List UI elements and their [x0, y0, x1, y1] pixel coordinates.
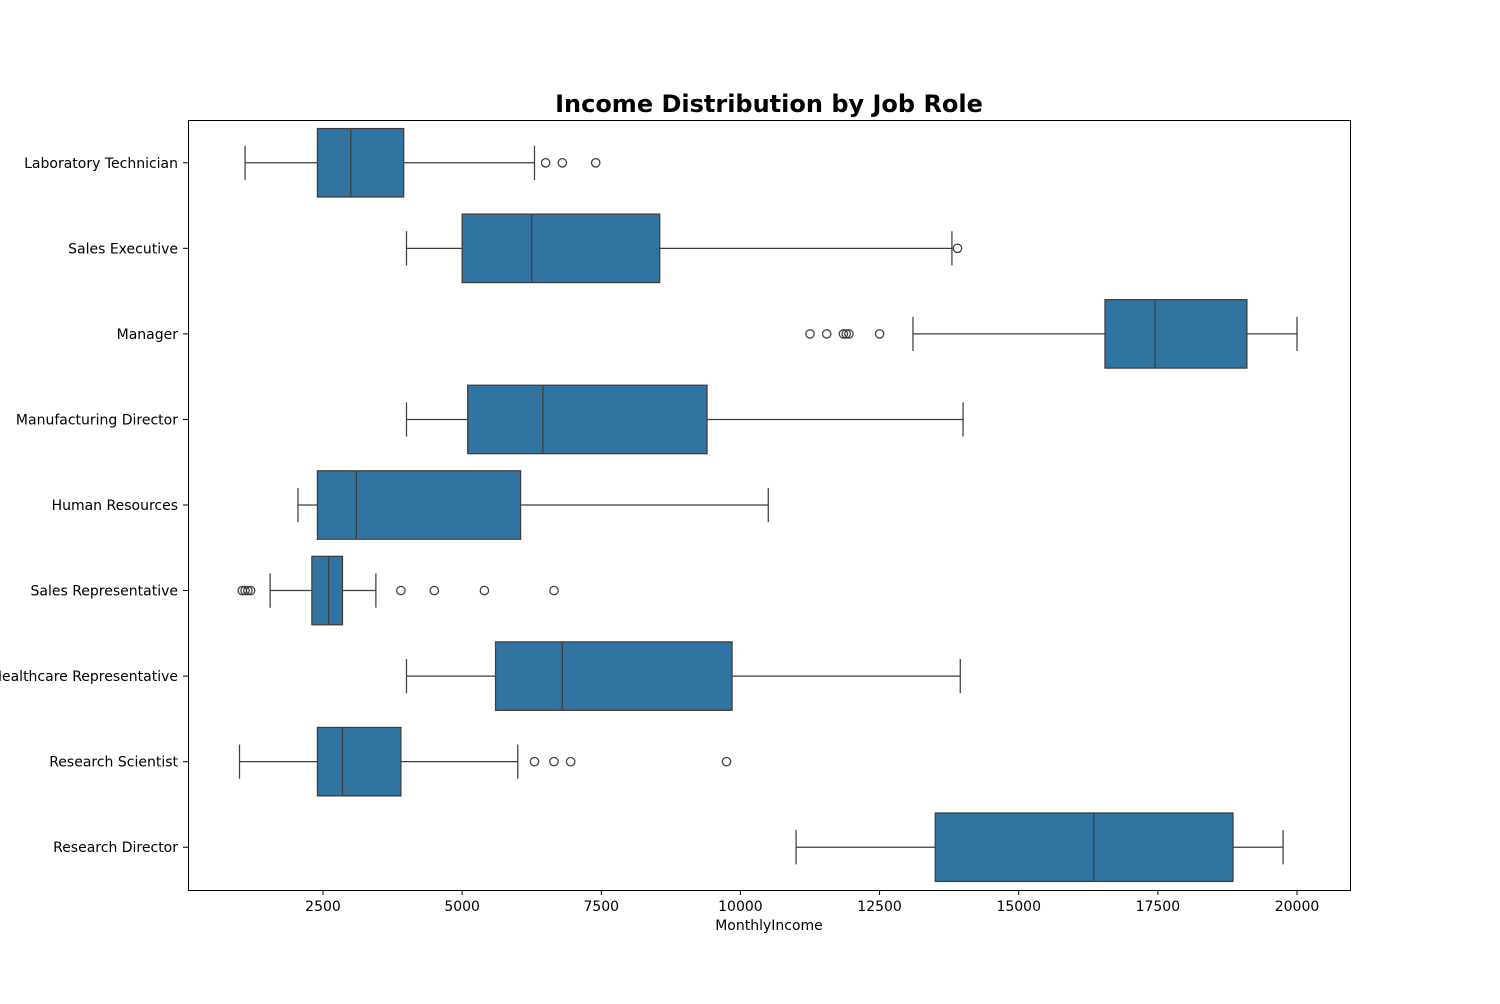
y-tick-label: Healthcare Representative [0, 669, 178, 685]
iqr-box [1104, 299, 1248, 369]
outlier-point [805, 329, 815, 339]
y-tick-label: Sales Executive [68, 241, 178, 257]
y-tick-label: Laboratory Technician [24, 156, 178, 172]
x-tick-label: 5000 [444, 899, 480, 915]
x-tick-label: 2500 [305, 899, 341, 915]
outlier-point [549, 585, 559, 596]
x-tick-label: 17500 [1136, 899, 1181, 915]
x-tick-label: 7500 [583, 899, 619, 915]
chart-title: Income Distribution by Job Role [555, 90, 983, 118]
iqr-box [467, 384, 708, 455]
x-tick-label: 20000 [1275, 899, 1320, 915]
box-group: Sales Executive [68, 213, 963, 284]
plot-area: Laboratory Technician Sales Executive Mana… [0, 127, 1319, 915]
box-group: Manager [117, 299, 1298, 369]
outlier-point [557, 157, 568, 168]
box-group: Manufacturing Director [16, 384, 964, 455]
y-tick-label: Sales Representative [31, 584, 179, 600]
box-group: Research Director [53, 812, 1284, 883]
y-tick-label: Manufacturing Director [16, 412, 178, 428]
box-group: Human Resources [52, 470, 769, 540]
box-group: Research Scientist [49, 726, 732, 797]
y-tick-label: Human Resources [52, 498, 178, 514]
outlier-point [874, 329, 885, 339]
x-tick-label: 12500 [857, 899, 902, 915]
outlier-point [479, 585, 490, 596]
x-axis-label: MonthlyIncome [715, 918, 823, 934]
plot-frame [188, 120, 1351, 891]
y-tick-label: Manager [117, 327, 179, 343]
iqr-box [461, 213, 661, 284]
outlier-point [838, 329, 849, 339]
outlier-point [721, 756, 732, 767]
outlier-point [565, 756, 576, 767]
box-group: Laboratory Technician [24, 127, 601, 198]
outlier-point [549, 756, 559, 767]
x-axis: 2500 5000 7500 10000 12500 15000 17500 20000 [305, 890, 1319, 915]
y-tick-label: Research Director [53, 840, 178, 856]
outlier-point [590, 157, 601, 168]
outlier-point [844, 329, 854, 339]
outlier-point [952, 243, 963, 254]
iqr-box [316, 470, 522, 540]
iqr-box [316, 127, 405, 198]
outlier-point [841, 329, 852, 339]
outlier-point [540, 157, 551, 168]
box-group: Healthcare Representative [0, 641, 961, 711]
x-tick-label: 10000 [718, 899, 763, 915]
outlier-point [396, 585, 406, 596]
outlier-point [245, 585, 256, 596]
iqr-box [316, 726, 402, 797]
iqr-box [494, 641, 733, 711]
x-tick-label: 15000 [996, 899, 1041, 915]
outlier-point [240, 585, 250, 596]
y-tick-label: Research Scientist [49, 755, 178, 771]
outlier-point [243, 585, 253, 596]
outlier-point [821, 329, 832, 339]
outlier-point [429, 585, 440, 596]
box-group: Sales Representative [31, 555, 559, 626]
outlier-point [529, 756, 540, 767]
iqr-box [311, 555, 344, 626]
iqr-box [934, 812, 1234, 883]
